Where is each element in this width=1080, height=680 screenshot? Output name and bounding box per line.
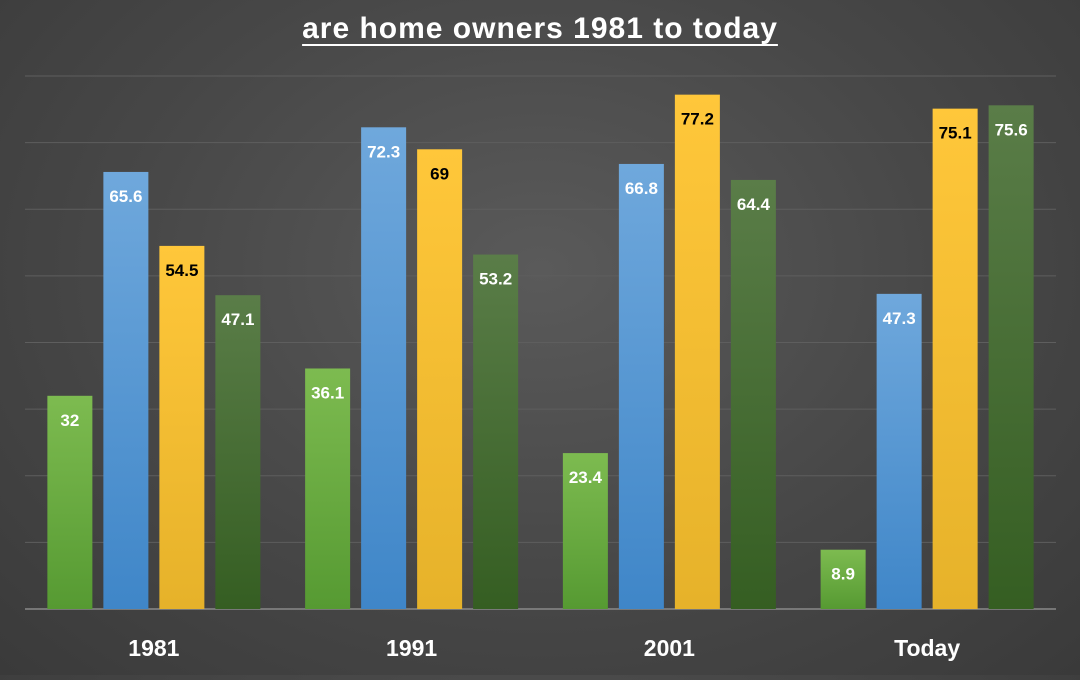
bar [305, 368, 351, 609]
data-label: 75.6 [995, 120, 1028, 139]
data-label: 36.1 [311, 383, 344, 402]
bar [988, 105, 1034, 609]
bar [618, 163, 664, 609]
bar [820, 549, 866, 609]
bar [876, 293, 922, 609]
data-label: 72.3 [367, 142, 400, 161]
data-label: 47.1 [221, 310, 254, 329]
x-tick-label: 2001 [644, 635, 695, 661]
data-label: 77.2 [681, 110, 714, 129]
data-label: 23.4 [569, 468, 603, 487]
bar [417, 149, 463, 609]
data-label: 8.9 [831, 565, 855, 584]
chart-title-line-2: are home owners 1981 to today [302, 12, 778, 45]
bar [103, 171, 149, 609]
data-label: 53.2 [479, 270, 512, 289]
data-label: 75.1 [939, 124, 972, 143]
bar [730, 179, 776, 609]
data-label: 47.3 [883, 309, 916, 328]
data-label: 69 [430, 164, 449, 183]
bar [159, 245, 205, 610]
x-tick-label: 1981 [128, 635, 179, 661]
bar [932, 108, 978, 610]
data-label: 65.6 [109, 187, 142, 206]
bar [361, 127, 407, 610]
bar [47, 395, 93, 609]
x-tick-label: 1991 [386, 635, 437, 661]
bar [562, 453, 608, 609]
data-label: 64.4 [737, 195, 771, 214]
data-label: 54.5 [165, 261, 198, 280]
bar [215, 295, 261, 609]
bar [473, 254, 519, 609]
data-label: 32 [60, 411, 79, 430]
x-tick-label: Today [894, 635, 960, 661]
bar [674, 94, 720, 609]
data-label: 66.8 [625, 179, 658, 198]
